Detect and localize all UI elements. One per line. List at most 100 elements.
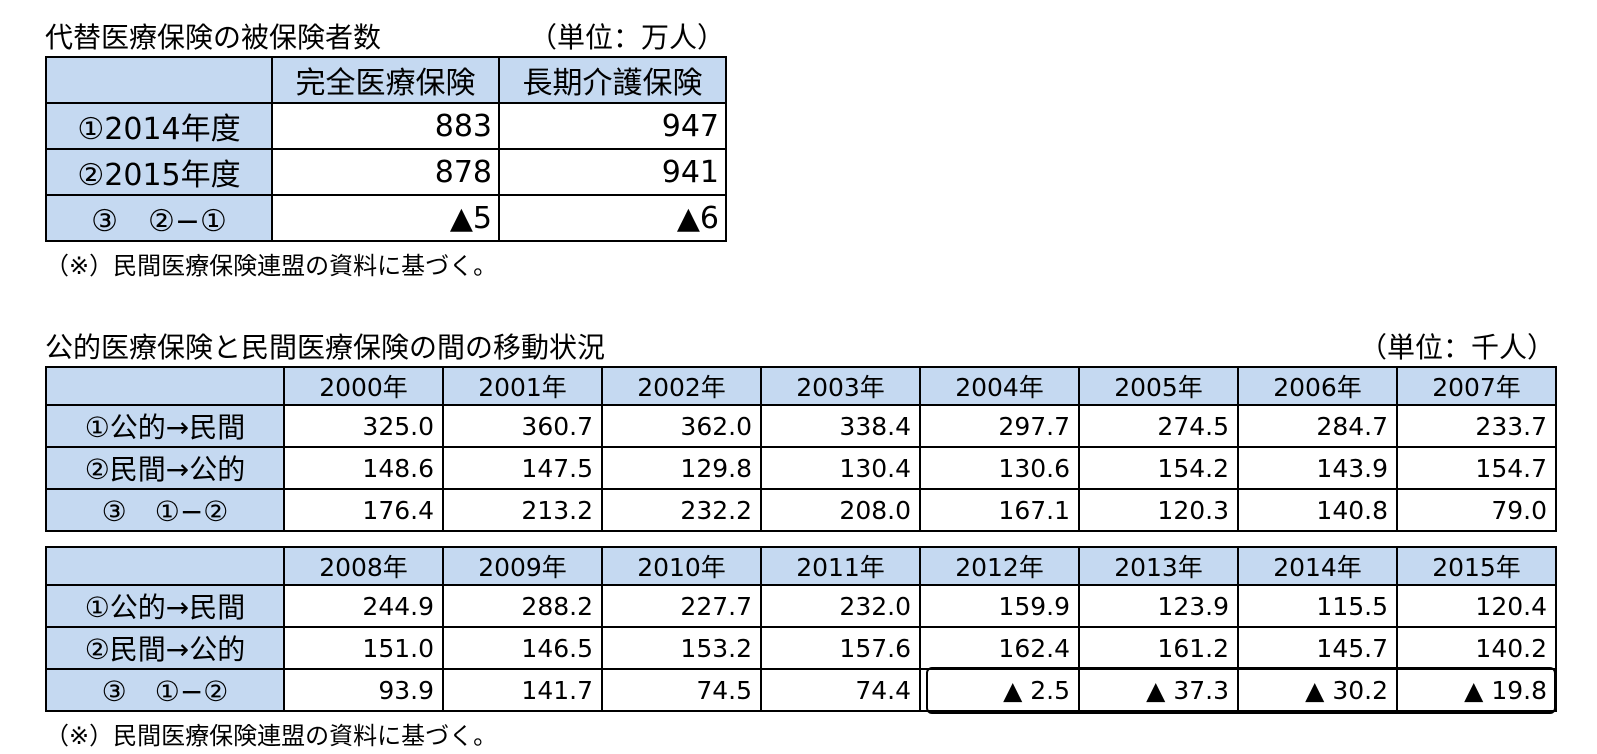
table-cell: 148.6 (283, 446, 444, 490)
table2-title: 公的医療保険と民間医療保険の間の移動状況 (45, 331, 606, 364)
table-cell: 176.4 (283, 488, 444, 532)
table-corner-cell (45, 366, 285, 406)
table1-note: （※）民間医療保険連盟の資料に基づく。 (45, 252, 498, 280)
row-label: ③ ①−② (45, 668, 285, 712)
table-cell: ▲6 (498, 194, 727, 242)
table-row: ①公的→民間 325.0 360.7 362.0 338.4 297.7 274.5 284.… (45, 404, 1557, 448)
table-cell: 159.9 (919, 584, 1080, 628)
table-row: ③ ①−② 176.4 213.2 232.2 208.0 167.1 120.3 140.8… (45, 488, 1557, 532)
year-header: 2010年 (601, 546, 762, 586)
table1-corner-cell (45, 56, 273, 104)
table-cell: 208.0 (760, 488, 921, 532)
table-row: ②2015年度 878 941 (45, 148, 727, 196)
table-cell: 941 (498, 148, 727, 196)
row-label: ①2014年度 (45, 102, 273, 150)
table-cell: 79.0 (1396, 488, 1557, 532)
table-row: ②民間→公的 148.6 147.5 129.8 130.4 130.6 154.2 143.… (45, 446, 1557, 490)
table1-header-row: 完全医療保険 長期介護保険 (45, 56, 727, 104)
table1: 完全医療保険 長期介護保険 ①2014年度 883 947 ②2015年度 87… (45, 56, 727, 242)
table1-title-row: 代替医療保険の被保険者数 （単位：万人） (45, 16, 725, 56)
table1-title: 代替医療保険の被保険者数 (45, 21, 382, 54)
table2-title-row: 公的医療保険と民間医療保険の間の移動状況 （単位：千人） (45, 326, 1555, 366)
table-cell: 154.2 (1078, 446, 1239, 490)
year-header: 2013年 (1078, 546, 1239, 586)
table-cell: ▲ 19.8 (1396, 668, 1557, 712)
table-cell: 947 (498, 102, 727, 150)
table1-unit: （単位：万人） (528, 21, 725, 54)
table-cell: 162.4 (919, 626, 1080, 670)
table-cell: 145.7 (1237, 626, 1398, 670)
table-cell: 232.2 (601, 488, 762, 532)
table-cell: 233.7 (1396, 404, 1557, 448)
table-cell: 74.4 (760, 668, 921, 712)
table-cell: 151.0 (283, 626, 444, 670)
year-header: 2006年 (1237, 366, 1398, 406)
year-header: 2001年 (442, 366, 603, 406)
row-label: ②2015年度 (45, 148, 273, 196)
table-cell: 167.1 (919, 488, 1080, 532)
table-cell: 153.2 (601, 626, 762, 670)
table2-note: （※）民間医療保険連盟の資料に基づく。 (45, 722, 498, 750)
table-cell: 130.4 (760, 446, 921, 490)
row-label: ①公的→民間 (45, 584, 285, 628)
table1-col-header: 完全医療保険 (271, 56, 500, 104)
table-row: ①公的→民間 244.9 288.2 227.7 232.0 159.9 123.9 115.… (45, 584, 1557, 628)
table-cell: 129.8 (601, 446, 762, 490)
year-header: 2011年 (760, 546, 921, 586)
table-cell: 213.2 (442, 488, 603, 532)
table-cell: 115.5 (1237, 584, 1398, 628)
table-cell: 123.9 (1078, 584, 1239, 628)
year-header: 2004年 (919, 366, 1080, 406)
table-cell: 74.5 (601, 668, 762, 712)
table-row: ②民間→公的 151.0 146.5 153.2 157.6 162.4 161.2 145.… (45, 626, 1557, 670)
year-header: 2000年 (283, 366, 444, 406)
year-header: 2015年 (1396, 546, 1557, 586)
row-label: ①公的→民間 (45, 404, 285, 448)
table-cell: 120.4 (1396, 584, 1557, 628)
table-cell: 297.7 (919, 404, 1080, 448)
row-label: ③ ①−② (45, 488, 285, 532)
year-header: 2008年 (283, 546, 444, 586)
table-cell: 154.7 (1396, 446, 1557, 490)
year-header: 2007年 (1396, 366, 1557, 406)
year-header: 2002年 (601, 366, 762, 406)
table2-block: 公的医療保険と民間医療保険の間の移動状況 （単位：千人） 2000年 2001年 2… (45, 326, 1557, 751)
table-cell: 227.7 (601, 584, 762, 628)
table-cell: ▲ 30.2 (1237, 668, 1398, 712)
table-cell: 325.0 (283, 404, 444, 448)
table-cell: 161.2 (1078, 626, 1239, 670)
table-cell: 120.3 (1078, 488, 1239, 532)
table-cell: 338.4 (760, 404, 921, 448)
table-cell: 146.5 (442, 626, 603, 670)
row-label: ③ ②−① (45, 194, 273, 242)
table-cell: 244.9 (283, 584, 444, 628)
table1-col-header: 長期介護保険 (498, 56, 727, 104)
table-cell: ▲5 (271, 194, 500, 242)
table-cell: 147.5 (442, 446, 603, 490)
table-row: ③ ①−② 93.9 141.7 74.5 74.4 ▲ 2.5 ▲ 37.3 ▲ 30.2 ▲… (45, 668, 1557, 712)
table2-part2: 2008年 2009年 2010年 2011年 2012年 2013年 2014年 2015年… (45, 546, 1557, 712)
table-corner-cell (45, 546, 285, 586)
row-label: ②民間→公的 (45, 626, 285, 670)
table-cell: 362.0 (601, 404, 762, 448)
year-header: 2003年 (760, 366, 921, 406)
table-cell: 93.9 (283, 668, 444, 712)
table-cell: 274.5 (1078, 404, 1239, 448)
table-cell: ▲ 2.5 (919, 668, 1080, 712)
year-header: 2014年 (1237, 546, 1398, 586)
table-cell: 141.7 (442, 668, 603, 712)
table-cell: 140.2 (1396, 626, 1557, 670)
year-header: 2009年 (442, 546, 603, 586)
table-cell: ▲ 37.3 (1078, 668, 1239, 712)
table-cell: 157.6 (760, 626, 921, 670)
table-header-row: 2008年 2009年 2010年 2011年 2012年 2013年 2014年 2015年 (45, 546, 1557, 586)
table-cell: 140.8 (1237, 488, 1398, 532)
table-cell: 883 (271, 102, 500, 150)
year-header: 2005年 (1078, 366, 1239, 406)
table-cell: 878 (271, 148, 500, 196)
table2-part1: 2000年 2001年 2002年 2003年 2004年 2005年 2006年 2007年… (45, 366, 1557, 532)
row-label: ②民間→公的 (45, 446, 285, 490)
table2-unit: （単位：千人） (1358, 331, 1555, 364)
year-header: 2012年 (919, 546, 1080, 586)
table-cell: 288.2 (442, 584, 603, 628)
